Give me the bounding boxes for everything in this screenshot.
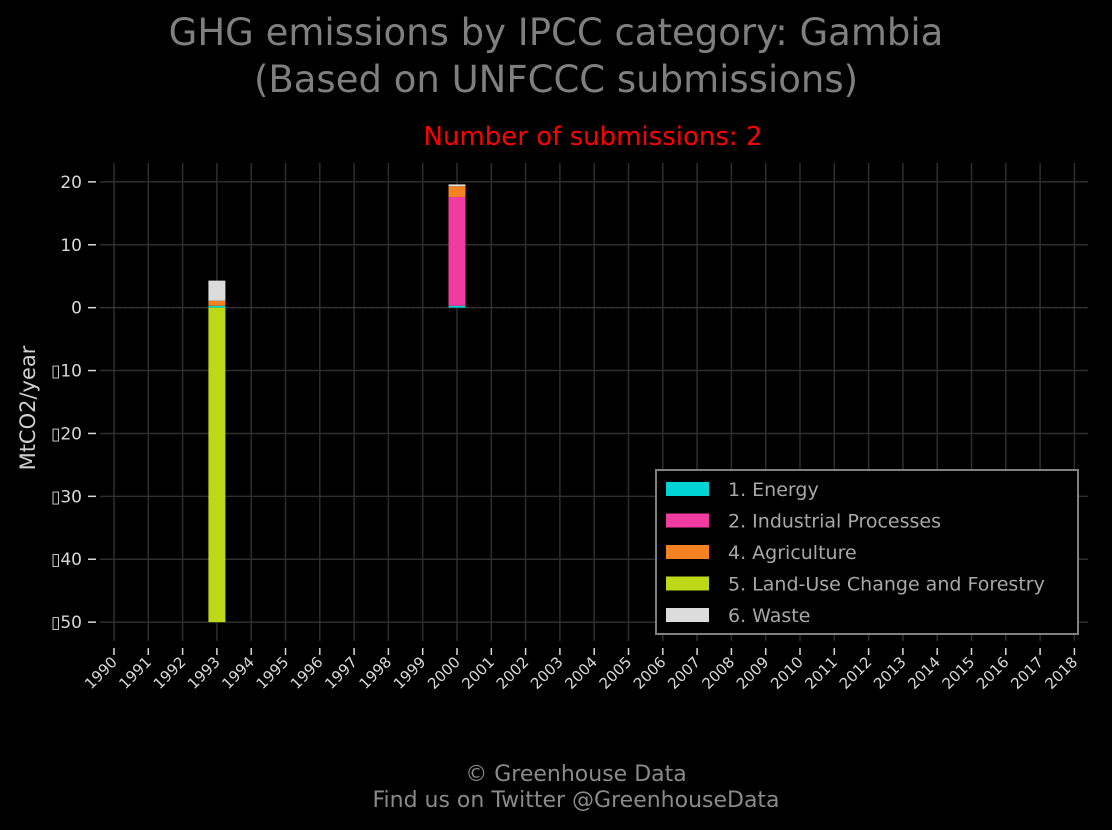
- legend-swatch: [666, 482, 709, 496]
- y-tick-label: ▯20: [51, 424, 82, 444]
- x-tick-label: 2008: [698, 653, 738, 693]
- bar-segment: [448, 184, 466, 187]
- legend-label: 5. Land-Use Change and Forestry: [728, 574, 1045, 596]
- footer-twitter: Find us on Twitter @GreenhouseData: [372, 788, 780, 813]
- x-tick-label: 1999: [390, 653, 430, 693]
- x-tick-label: 1993: [184, 653, 224, 693]
- x-tick-label: 2012: [836, 653, 876, 693]
- bar-segment: [208, 305, 226, 308]
- legend-swatch: [666, 513, 709, 528]
- chart-title: GHG emissions by IPCC category: Gambia: [168, 11, 944, 54]
- legend-label: 1. Energy: [728, 479, 819, 501]
- chart-subtitle: Number of submissions: 2: [423, 122, 763, 152]
- legend-swatch: [666, 576, 709, 591]
- x-tick-label: 2009: [733, 653, 773, 693]
- bar-segment: [208, 300, 226, 306]
- x-tick-label: 2018: [1041, 653, 1081, 693]
- bar-layer: [208, 184, 466, 623]
- legend-label: 6. Waste: [728, 605, 810, 627]
- legend-swatch: [666, 608, 709, 622]
- y-tick-label: 10: [60, 236, 82, 256]
- bar-segment: [448, 305, 466, 308]
- chart-title-line2: (Based on UNFCCC submissions): [253, 58, 859, 101]
- x-tick-label: 2013: [870, 653, 910, 693]
- x-tick-label: 2000: [424, 653, 464, 693]
- x-tick-label: 1990: [81, 653, 121, 693]
- x-tick-layer: 1990199119921993199419951996199719981999…: [81, 648, 1081, 693]
- x-tick-label: 1996: [287, 653, 327, 693]
- x-tick-label: 2003: [527, 653, 567, 693]
- x-tick-label: 2017: [1007, 653, 1047, 693]
- x-tick-label: 1994: [218, 653, 258, 693]
- legend-swatch: [666, 545, 709, 559]
- x-tick-label: 2001: [458, 653, 498, 693]
- bar-segment: [448, 196, 466, 306]
- x-tick-label: 1997: [321, 653, 361, 693]
- x-tick-label: 1995: [253, 653, 293, 693]
- x-tick-label: 2014: [904, 653, 944, 693]
- x-tick-label: 2016: [973, 653, 1013, 693]
- y-tick-label: ▯50: [51, 613, 82, 633]
- legend: 1. Energy 2. Industrial Processes 4. Agric…: [655, 469, 1079, 635]
- bar-segment: [208, 280, 226, 301]
- x-tick-label: 2011: [801, 653, 841, 693]
- y-tick-label: ▯40: [51, 550, 82, 570]
- x-tick-label: 1992: [150, 653, 190, 693]
- x-tick-label: 2007: [664, 653, 704, 693]
- x-tick-label: 2005: [596, 653, 636, 693]
- legend-label: 4. Agriculture: [728, 542, 857, 564]
- y-tick-label: ▯30: [51, 487, 82, 507]
- x-tick-label: 2006: [630, 653, 670, 693]
- bar-segment: [208, 307, 226, 623]
- y-tick-layer: 20 10 0 ▯10 ▯20 ▯30 ▯40 ▯50: [51, 173, 96, 633]
- x-tick-label: 2002: [493, 653, 533, 693]
- y-tick-label: ▯10: [51, 362, 82, 382]
- y-tick-label: 0: [71, 299, 82, 319]
- legend-label: 2. Industrial Processes: [728, 511, 941, 533]
- x-tick-label: 2004: [561, 653, 601, 693]
- footer-copyright: © Greenhouse Data: [465, 762, 687, 787]
- bar-segment: [448, 186, 466, 197]
- y-tick-label: 20: [60, 173, 82, 193]
- x-tick-label: 1991: [115, 653, 155, 693]
- x-tick-label: 2010: [767, 653, 807, 693]
- legend-box: [655, 469, 1079, 635]
- x-tick-label: 2015: [939, 653, 979, 693]
- x-tick-label: 1998: [355, 653, 395, 693]
